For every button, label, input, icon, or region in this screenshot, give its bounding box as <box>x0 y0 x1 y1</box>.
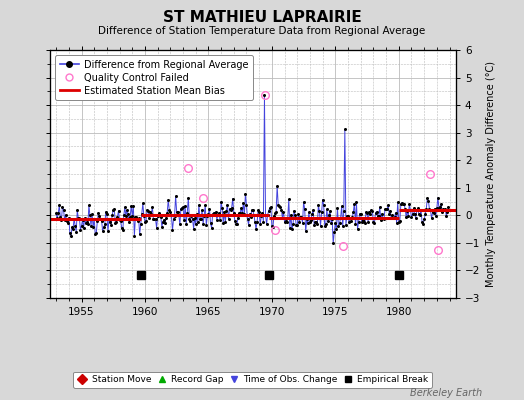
Text: Berkeley Earth: Berkeley Earth <box>410 388 482 398</box>
Y-axis label: Monthly Temperature Anomaly Difference (°C): Monthly Temperature Anomaly Difference (… <box>486 61 496 287</box>
Legend: Station Move, Record Gap, Time of Obs. Change, Empirical Break: Station Move, Record Gap, Time of Obs. C… <box>73 372 432 388</box>
Text: ST MATHIEU LAPRAIRIE: ST MATHIEU LAPRAIRIE <box>162 10 362 25</box>
Text: Difference of Station Temperature Data from Regional Average: Difference of Station Temperature Data f… <box>99 26 425 36</box>
